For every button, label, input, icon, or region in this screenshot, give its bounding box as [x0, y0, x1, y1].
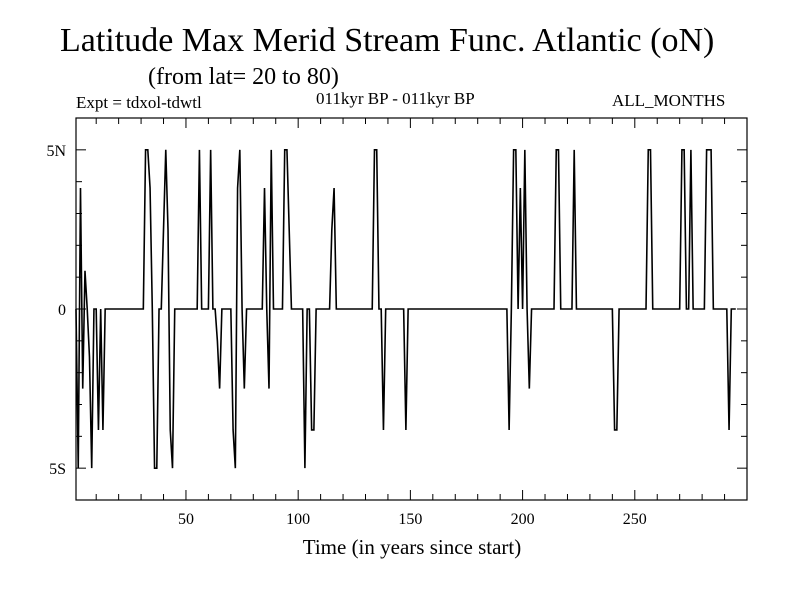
y-tick-label: 0 — [58, 302, 66, 319]
x-tick-label: 150 — [398, 511, 422, 528]
chart-subtitle: (from lat= 20 to 80) — [148, 64, 339, 90]
y-tick-label: 5S — [49, 461, 66, 478]
experiment-label: Expt = tdxol-tdwtl — [76, 93, 202, 112]
months-label: ALL_MONTHS — [612, 91, 726, 110]
x-axis-title: Time (in years since start) — [303, 535, 522, 559]
chart-title: Latitude Max Merid Stream Func. Atlantic… — [60, 22, 715, 59]
x-tick-label: 100 — [286, 511, 310, 528]
x-tick-label: 200 — [511, 511, 535, 528]
y-tick-label: 5N — [46, 143, 66, 160]
x-tick-label: 50 — [178, 511, 194, 528]
tick-labels: 50 100 150 200 250 5S 0 5N — [46, 143, 646, 528]
series-line — [75, 149, 736, 469]
period-label: 011kyr BP - 011kyr BP — [316, 89, 475, 108]
x-tick-label: 250 — [623, 511, 647, 528]
